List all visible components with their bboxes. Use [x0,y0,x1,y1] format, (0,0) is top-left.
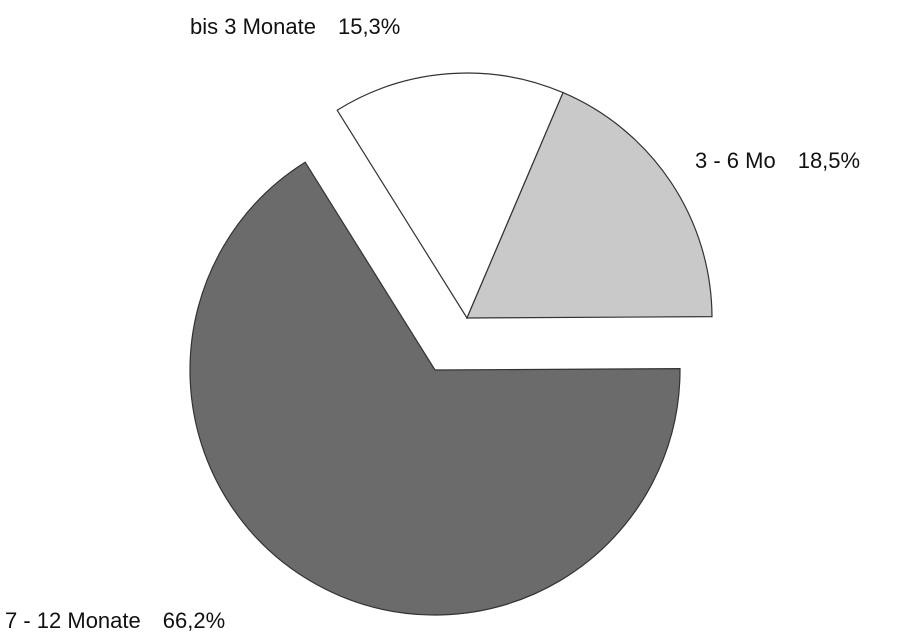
slice-label: 7 - 12 Monate 66,2% [5,608,225,633]
slice-label: 3 - 6 Mo 18,5% [695,148,860,173]
slice-label: bis 3 Monate 15,3% [190,14,400,39]
category-label: 7 - 12 Monate [5,608,141,633]
category-label: 3 - 6 Mo [695,148,776,173]
pie-slice [189,161,681,616]
value-label: 15,3% [338,14,400,39]
pie-slice [336,72,564,320]
value-label: 66,2% [163,608,225,633]
slices [189,72,713,616]
category-label: bis 3 Monate [190,14,316,39]
pie-slice [466,91,713,319]
value-label: 18,5% [798,148,860,173]
